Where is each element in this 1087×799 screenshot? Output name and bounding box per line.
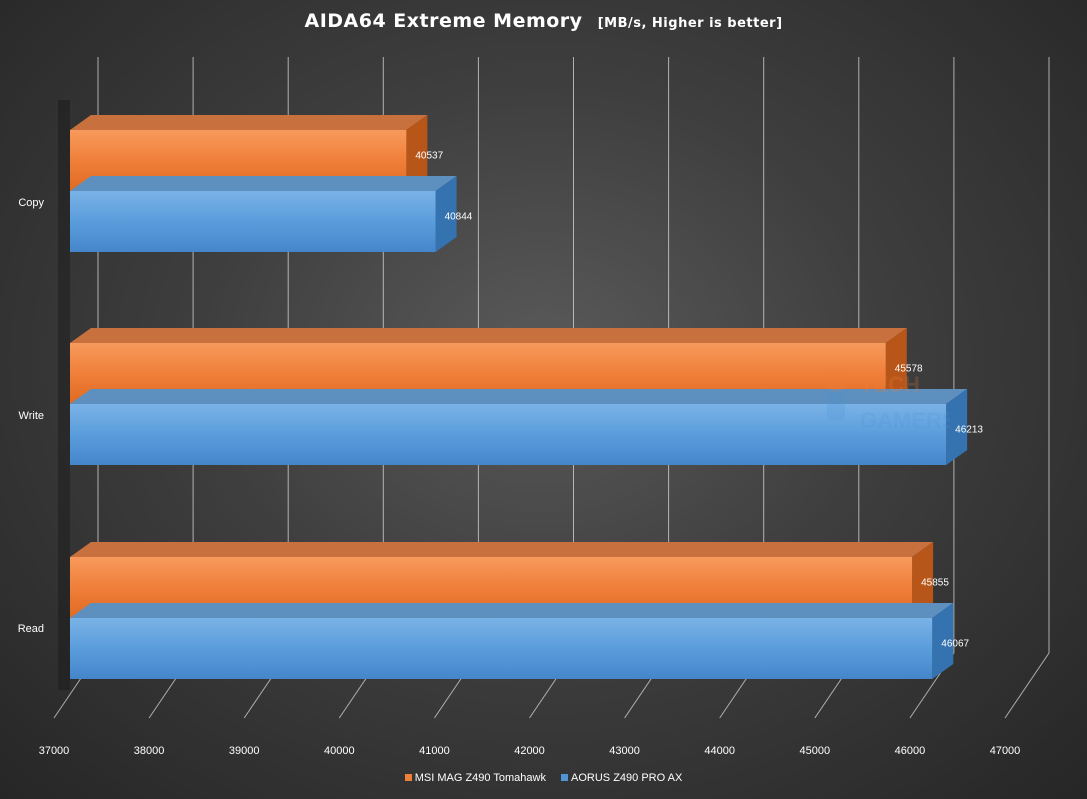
legend: MSI MAG Z490 Tomahawk AORUS Z490 PRO AX	[0, 772, 1087, 784]
chart-title-main: AIDA64 Extreme Memory	[304, 10, 583, 32]
x-tick-label: 43000	[609, 745, 640, 757]
floor-line	[1004, 652, 1050, 719]
x-tick-label: 40000	[324, 745, 355, 757]
bar-top-face	[70, 328, 907, 343]
svg-text:TECH: TECH	[860, 372, 920, 397]
x-tick-label: 37000	[39, 745, 70, 757]
bar-side-face	[912, 542, 934, 618]
x-tick-label: 38000	[134, 745, 165, 757]
x-tick-label: 44000	[704, 745, 735, 757]
bar-top-face	[70, 603, 954, 618]
legend-label-msi: MSI MAG Z490 Tomahawk	[414, 772, 546, 784]
x-tick-label: 46000	[895, 745, 926, 757]
bar	[70, 618, 933, 679]
legend-item-aorus: AORUS Z490 PRO AX	[561, 772, 682, 784]
bar-side-face	[885, 328, 907, 404]
bar-top-face	[70, 115, 428, 130]
x-tick-label: 45000	[800, 745, 831, 757]
svg-text:GAMERS: GAMERS	[860, 408, 950, 433]
x-tick-label: 39000	[229, 745, 260, 757]
legend-swatch-aorus	[561, 774, 569, 781]
x-tick-label: 47000	[990, 745, 1021, 757]
data-label: 40844	[445, 212, 473, 223]
bar-side-face	[932, 603, 954, 679]
bar-top-face	[70, 542, 934, 557]
data-label: 46213	[955, 425, 983, 436]
data-label: 46067	[941, 639, 969, 650]
bar-top-face	[70, 176, 457, 191]
chart-subtitle: [MB/s, Higher is better]	[597, 16, 783, 31]
legend-label-aorus: AORUS Z490 PRO AX	[571, 772, 683, 784]
category-label: Copy	[18, 197, 44, 209]
data-label: 45855	[921, 578, 949, 589]
bar-side-face	[946, 389, 968, 465]
x-tick-label: 41000	[419, 745, 450, 757]
bar	[70, 404, 947, 465]
category-label: Write	[19, 410, 44, 422]
category-label: Read	[18, 623, 44, 635]
data-label: 40537	[415, 151, 443, 162]
labels: 37000 38000 39000 40000 41000 42000 43000 44000…	[18, 151, 1021, 758]
bars	[58, 100, 968, 690]
left-shadow	[58, 100, 70, 690]
legend-swatch-msi	[404, 774, 412, 781]
bar-top-face	[70, 389, 968, 404]
x-tick-label: 42000	[514, 745, 545, 757]
bar	[70, 191, 436, 252]
bar-side-face	[406, 115, 428, 191]
bar-side-face	[435, 176, 457, 252]
legend-item-msi: MSI MAG Z490 Tomahawk	[404, 772, 546, 784]
data-label: 45578	[895, 364, 923, 375]
chart-title: AIDA64 Extreme Memory [MB/s, Higher is b…	[0, 10, 1087, 32]
